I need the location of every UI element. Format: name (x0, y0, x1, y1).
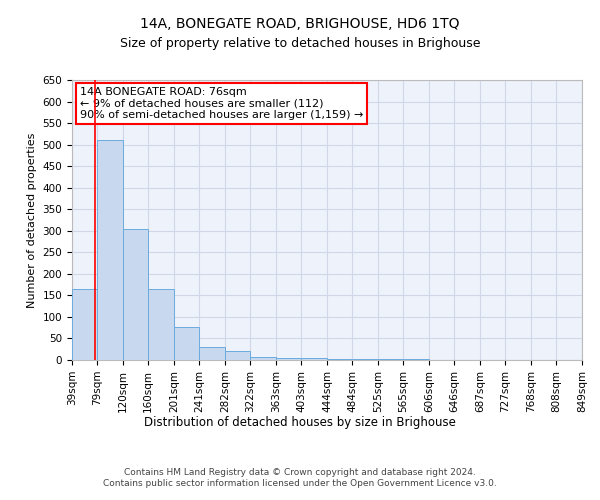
Bar (327, 358, 352, 360)
Bar (403, 359, 429, 360)
Bar (225, 352, 250, 360)
Bar (72, 289, 97, 360)
Bar (148, 289, 174, 360)
Y-axis label: Number of detached properties: Number of detached properties (27, 132, 37, 308)
Bar (276, 358, 301, 360)
Bar (352, 359, 378, 360)
Text: Size of property relative to detached houses in Brighouse: Size of property relative to detached ho… (120, 38, 480, 51)
Bar (378, 359, 403, 360)
Bar (174, 327, 199, 360)
Bar (97, 140, 123, 360)
Text: Contains HM Land Registry data © Crown copyright and database right 2024.
Contai: Contains HM Land Registry data © Crown c… (103, 468, 497, 487)
Text: 14A, BONEGATE ROAD, BRIGHOUSE, HD6 1TQ: 14A, BONEGATE ROAD, BRIGHOUSE, HD6 1TQ (140, 18, 460, 32)
Bar (199, 347, 225, 360)
Text: 14A BONEGATE ROAD: 76sqm
← 9% of detached houses are smaller (112)
90% of semi-d: 14A BONEGATE ROAD: 76sqm ← 9% of detache… (80, 87, 363, 120)
Bar (250, 356, 276, 360)
Bar (301, 358, 327, 360)
Text: Distribution of detached houses by size in Brighouse: Distribution of detached houses by size … (144, 416, 456, 429)
Bar (123, 228, 148, 360)
